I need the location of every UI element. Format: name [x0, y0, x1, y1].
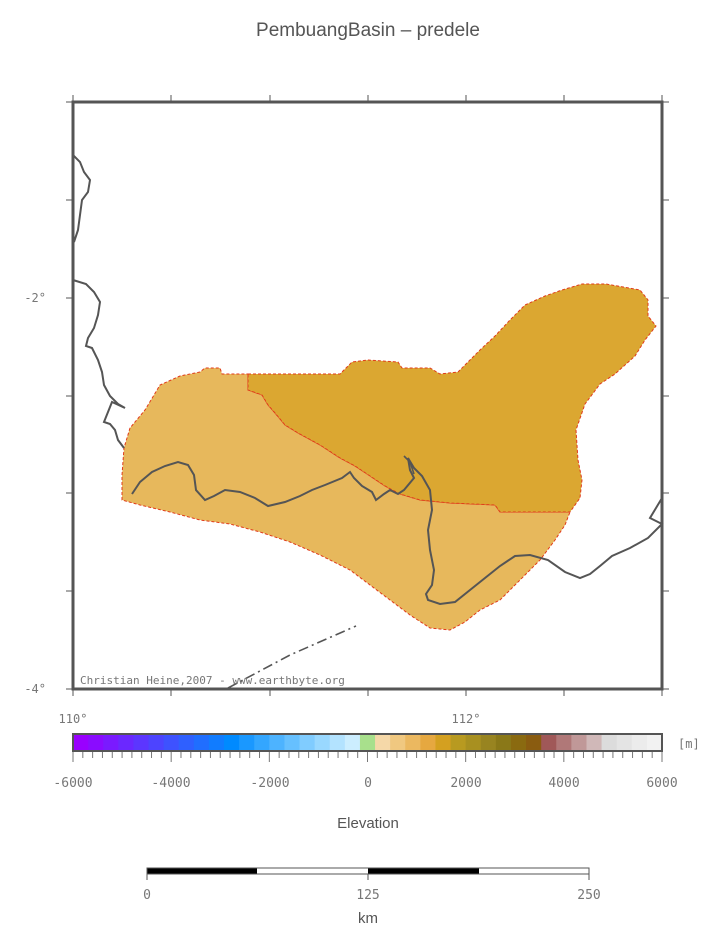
scale-segment-2 [257, 868, 368, 874]
colorbar-cell [556, 734, 572, 751]
colorbar-cell [405, 734, 421, 751]
frame-ticks [66, 95, 669, 696]
colorbar-cell [73, 734, 89, 751]
colorbar-unit: [m] [678, 737, 700, 751]
west-coastline-south [72, 279, 126, 449]
colorbar-cell [344, 734, 361, 751]
colorbar-cell [329, 734, 346, 751]
colorbar-cell [526, 734, 542, 751]
scale-label-125: 125 [356, 888, 379, 903]
colorbar-cell [284, 734, 301, 751]
colorbar-cell [299, 734, 316, 751]
scale-segment-1 [147, 868, 257, 874]
plate-boundary-line [227, 625, 357, 689]
colorbar-cell [148, 734, 165, 751]
colorbar-cell [314, 734, 331, 751]
credit-text: Christian Heine,2007 - www.earthbyte.org [80, 674, 345, 687]
colorbar: [m] -6000 -4000 -2000 0 2000 4000 6000 E… [53, 733, 700, 832]
colorbar-cell [133, 734, 150, 751]
colorbar-tick-label: -2000 [250, 776, 289, 791]
colorbar-cell [465, 734, 482, 751]
colorbar-cell [118, 734, 135, 751]
southeast-coastline [131, 457, 664, 606]
colorbar-cell [269, 734, 286, 751]
colorbar-cell [616, 734, 633, 751]
colorbar-cell [163, 734, 180, 751]
colorbar-cell [495, 734, 512, 751]
scale-label-250: 250 [577, 888, 600, 903]
colorbar-tick-label: 4000 [548, 776, 579, 791]
colorbar-tick-label: -6000 [53, 776, 92, 791]
colorbar-cell [193, 734, 210, 751]
colorbar-label: Elevation [337, 815, 399, 832]
colorbar-cell [646, 734, 663, 751]
colorbar-cell [359, 734, 376, 751]
lat-label-bottom: -4° [24, 682, 46, 696]
colorbar-cell [510, 734, 527, 751]
axis-labels: -2° -4° 110° 112° [24, 291, 480, 726]
scale-segment-3 [368, 868, 479, 874]
colorbar-cell [224, 734, 240, 751]
colorbar-cell [390, 734, 406, 751]
lat-label-top: -2° [24, 291, 46, 305]
colorbar-tick-label: -4000 [151, 776, 190, 791]
scale-label-0: 0 [143, 888, 151, 903]
colorbar-cell [239, 734, 255, 751]
colorbar-cell [571, 734, 588, 751]
colorbar-tick-label: 6000 [646, 776, 677, 791]
river-line [403, 455, 415, 475]
scale-segment-4 [479, 868, 589, 874]
colorbar-tick-label: 2000 [450, 776, 481, 791]
colorbar-frame [72, 733, 663, 752]
colorbar-cell [435, 734, 452, 751]
colorbar-cell [586, 734, 603, 751]
colorbar-cells [73, 734, 663, 751]
colorbar-cell [631, 734, 648, 751]
colorbar-ticks [72, 752, 663, 762]
map-panel: Christian Heine,2007 - www.earthbyte.org [66, 95, 669, 696]
basin-upper-region [247, 283, 657, 513]
colorbar-tick-label: 0 [364, 776, 372, 791]
colorbar-cell [254, 734, 270, 751]
colorbar-cell [375, 734, 391, 751]
colorbar-cell [178, 734, 195, 751]
colorbar-cell [541, 734, 557, 751]
colorbar-cell [420, 734, 437, 751]
colorbar-cell [601, 734, 618, 751]
lon-label-right: 112° [452, 712, 481, 726]
west-coastline [72, 154, 92, 243]
map-title: PembuangBasin – predele [256, 20, 480, 41]
colorbar-cell [480, 734, 497, 751]
colorbar-cell [88, 734, 104, 751]
colorbar-cell [103, 734, 119, 751]
lon-label-left: 110° [59, 712, 88, 726]
scale-unit: km [358, 910, 378, 927]
colorbar-cell [450, 734, 467, 751]
scale-bar: 0 125 250 km [143, 867, 601, 927]
colorbar-cell [208, 734, 225, 751]
